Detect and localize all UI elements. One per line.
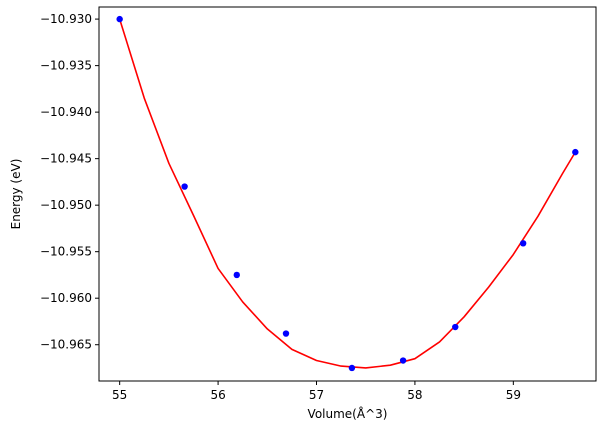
- data-point: [348, 364, 356, 372]
- axes-frame: [98, 6, 597, 382]
- plot-area: [116, 15, 579, 372]
- data-point: [181, 183, 188, 190]
- x-tick-label: 56: [210, 388, 225, 402]
- x-tick-label: 59: [506, 388, 521, 402]
- data-point: [399, 357, 407, 364]
- x-axis-label: Volume(Å^3): [308, 406, 388, 421]
- y-tick-label: −10.945: [40, 152, 92, 166]
- data-point: [116, 15, 123, 23]
- y-tick-label: −10.940: [40, 105, 92, 119]
- y-tick-label: −10.965: [40, 338, 92, 352]
- y-tick-label: −10.935: [40, 59, 92, 73]
- data-point: [233, 271, 240, 279]
- y-tick-label: −10.930: [40, 12, 92, 26]
- x-tick-label: 57: [309, 388, 324, 402]
- y-tick-label: −10.950: [40, 198, 92, 212]
- x-tick-label: 58: [407, 388, 422, 402]
- x-axis-ticks: 55 56 57 58 59: [112, 381, 521, 402]
- data-point: [519, 240, 527, 247]
- y-axis-ticks: −10.930 −10.935 −10.940 −10.945 −10.950 −10.9…: [40, 12, 99, 352]
- data-point: [572, 148, 579, 156]
- y-axis-label: Energy (eV): [9, 159, 23, 230]
- data-point: [282, 330, 290, 337]
- x-tick-label: 55: [112, 388, 127, 402]
- y-tick-label: −10.955: [40, 245, 92, 259]
- y-tick-label: −10.960: [40, 291, 92, 305]
- data-point: [452, 323, 459, 331]
